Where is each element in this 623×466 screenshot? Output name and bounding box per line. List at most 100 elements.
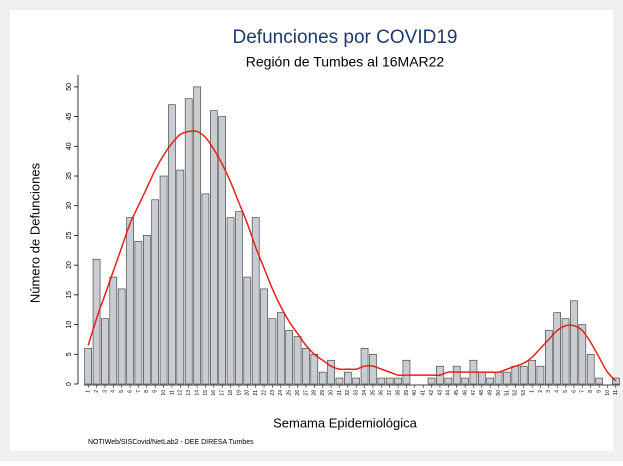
y-tick-label: 5	[66, 352, 73, 356]
x-tick-label: 37	[387, 390, 393, 396]
x-tick-label: 31	[337, 390, 343, 396]
x-tick-label: 34	[362, 390, 368, 396]
x-tick-label: 1	[529, 390, 535, 393]
bar	[293, 336, 302, 385]
y-tick-label: 50	[66, 83, 73, 91]
chart-title: Defunciones por COVID19	[233, 27, 458, 48]
x-tick-label: 20	[245, 390, 251, 396]
x-tick-label: 7	[136, 390, 142, 393]
x-tick-label: 18	[228, 390, 234, 396]
x-tick-label: 1	[86, 390, 92, 393]
x-tick-label: 26	[295, 390, 301, 396]
x-tick-label: 14	[194, 390, 200, 396]
bar	[318, 371, 327, 385]
x-tick-label: 25	[287, 390, 293, 396]
x-tick-label: 17	[220, 390, 226, 396]
bar	[477, 371, 486, 385]
bar	[126, 217, 134, 385]
x-tick-label: 2	[94, 390, 100, 393]
x-tick-label: 11	[613, 390, 619, 395]
x-tick-label: 30	[328, 390, 334, 396]
bar	[486, 377, 495, 385]
bar	[151, 199, 160, 385]
bar	[586, 353, 595, 385]
bar	[561, 318, 570, 385]
x-axis-label: Semama Epidemiológica	[273, 415, 418, 430]
bar	[92, 258, 101, 385]
x-tick-label: 3	[546, 390, 552, 393]
x-tick-label: 41	[421, 390, 427, 396]
bar	[452, 365, 461, 385]
x-tick-label: 24	[278, 390, 284, 396]
x-tick-label: 9	[153, 390, 159, 393]
bar	[276, 312, 285, 385]
y-tick-label: 10	[66, 321, 73, 329]
bar	[519, 365, 528, 385]
x-tick-label: 8	[588, 390, 594, 393]
bar	[494, 371, 503, 385]
y-tick-label: 40	[66, 142, 73, 150]
x-tick-label: 43	[437, 390, 443, 396]
bar	[226, 217, 235, 385]
x-tick-label: 19	[236, 390, 242, 396]
bar	[461, 377, 469, 385]
x-tick-label: 45	[454, 390, 460, 396]
source-note: NOTIWeb/SISCovid/NetLab2 - DEE DIRESA Tu…	[88, 439, 254, 446]
bar	[159, 175, 168, 385]
bar	[553, 312, 562, 385]
bar	[394, 377, 402, 385]
x-tick-label: 7	[580, 390, 586, 393]
bar	[168, 104, 176, 385]
bar	[117, 288, 126, 385]
x-tick-label: 36	[379, 390, 385, 396]
y-tick-label: 0	[66, 382, 73, 386]
x-tick-label: 48	[479, 390, 485, 396]
x-tick-label: 4	[555, 390, 561, 393]
x-tick-label: 6	[571, 390, 577, 393]
bar	[193, 86, 201, 385]
x-tick-label: 46	[462, 390, 468, 396]
bar	[377, 377, 386, 385]
x-tick-label: 5	[119, 390, 125, 393]
bar	[268, 318, 277, 385]
x-tick-label: 52	[513, 390, 519, 396]
bar	[444, 377, 453, 385]
bar	[578, 324, 587, 385]
x-tick-label: 50	[496, 390, 502, 396]
x-tick-label: 11	[169, 390, 175, 395]
x-tick-label: 40	[412, 390, 418, 396]
x-tick-label: 28	[312, 390, 318, 396]
bar	[528, 359, 536, 385]
x-tick-label: 42	[429, 390, 435, 396]
x-tick-label: 16	[211, 390, 217, 396]
x-tick-label: 53	[521, 390, 527, 396]
x-tick-label: 4	[111, 390, 117, 393]
x-tick-label: 9	[596, 390, 602, 393]
bar	[570, 300, 578, 385]
bar	[176, 169, 185, 385]
bar	[260, 288, 268, 385]
bar	[310, 353, 319, 385]
x-tick-label: 33	[354, 390, 360, 396]
x-tick-label: 21	[253, 390, 259, 396]
y-tick-label: 25	[66, 231, 73, 239]
bar	[302, 348, 310, 385]
x-tick-label: 2	[538, 390, 544, 393]
bar	[209, 110, 218, 385]
x-tick-label: 23	[270, 390, 276, 396]
bar	[109, 276, 118, 385]
bar	[595, 377, 603, 385]
y-tick-label: 35	[66, 172, 73, 180]
x-tick-label: 38	[395, 390, 401, 396]
chart-subtitle: Región de Tumbes al 16MAR22	[246, 54, 445, 70]
y-tick-label: 15	[66, 291, 73, 299]
bar	[101, 318, 109, 385]
x-tick-label: 39	[404, 390, 410, 396]
bar	[251, 217, 260, 385]
x-tick-label: 27	[303, 390, 309, 396]
x-tick-label: 10	[605, 390, 611, 396]
x-tick-label: 5	[563, 390, 569, 393]
x-tick-label: 6	[127, 390, 133, 393]
y-tick-label: 20	[66, 261, 73, 269]
x-tick-label: 15	[203, 390, 209, 396]
